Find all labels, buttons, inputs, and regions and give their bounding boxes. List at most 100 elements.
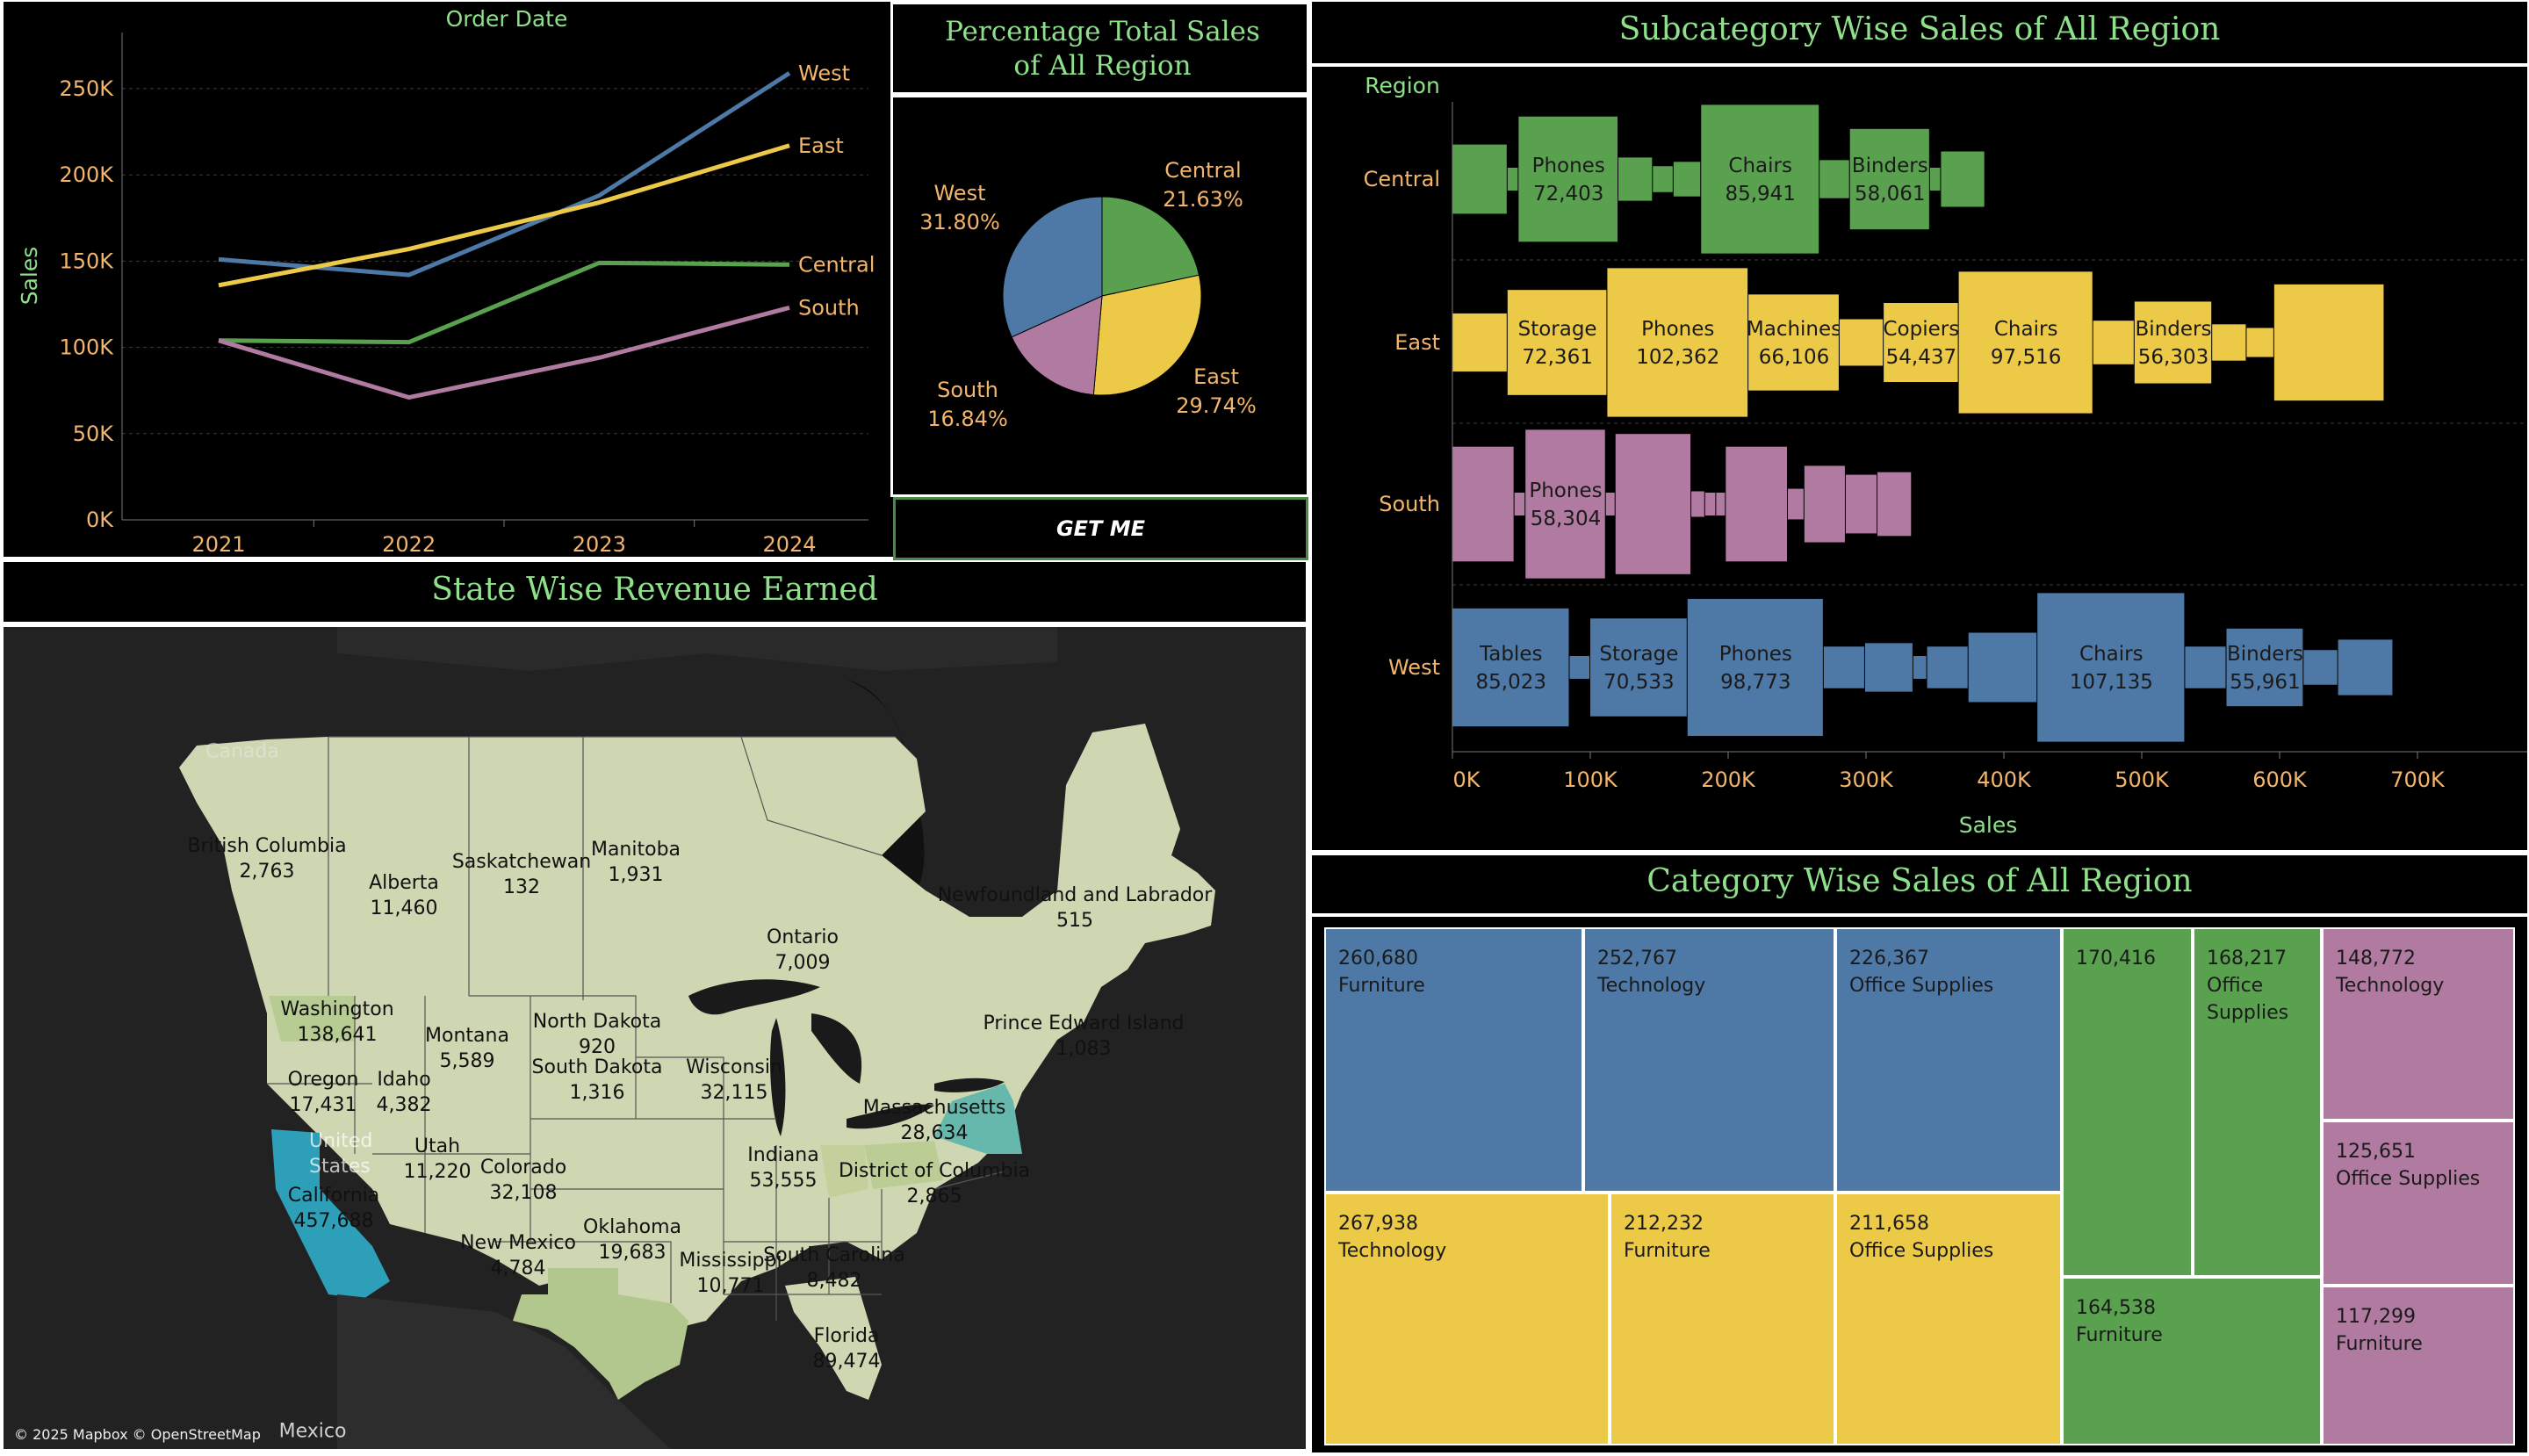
subcat-bar-segment[interactable]: [1452, 144, 1507, 214]
pie-slice-central[interactable]: [1101, 196, 1200, 297]
subcat-bar-segment[interactable]: [2303, 650, 2338, 685]
subcat-segment-label: Storage: [1518, 318, 1597, 341]
treemap-cell-value: 148,772: [2336, 948, 2416, 969]
subcat-bar-segment[interactable]: [1615, 434, 1691, 574]
subcat-bar-segment[interactable]: [1864, 643, 1913, 692]
map-label-oklahoma: Oklahoma 19,683: [583, 1215, 681, 1265]
treemap-cell-east-furniture[interactable]: 212,232 Furniture: [1610, 1193, 1835, 1445]
subcat-bar-segment[interactable]: [2185, 646, 2226, 688]
line-series-west[interactable]: [218, 71, 791, 278]
subcat-bar-segment[interactable]: [1819, 160, 1849, 198]
map-label-value: 2,865: [906, 1186, 962, 1207]
subcat-bar-segment[interactable]: [1653, 166, 1673, 192]
treemap-cell-category: Furniture: [1338, 975, 1425, 997]
subcat-bar-segment[interactable]: [1525, 429, 1605, 579]
subcat-bar-segment[interactable]: [1691, 491, 1704, 517]
line-chart-panel: Order Date Sales 0K 50K 100K 150K 200K 250K 20…: [4, 2, 893, 557]
pie-slice-west[interactable]: [1002, 196, 1103, 338]
map-label-value: 920: [578, 1036, 616, 1058]
subcat-bar-segment[interactable]: [1569, 656, 1590, 679]
map-label-british-columbia: British Columbia 2,763: [187, 833, 346, 884]
treemap-cell-south-furniture[interactable]: 117,299 Furniture: [2322, 1286, 2515, 1445]
subcat-bar-segment[interactable]: [1929, 168, 1941, 191]
treemap-cell-south-technology[interactable]: 148,772 Technology: [2322, 927, 2515, 1121]
treemap-cell-central-furniture[interactable]: 164,538 Furniture: [2062, 1277, 2322, 1445]
map-label-value: 457,688: [293, 1210, 374, 1232]
subcat-bar-segment[interactable]: [1716, 493, 1726, 515]
get-me-button[interactable]: GET ME: [893, 497, 1308, 560]
subcat-bar-segment[interactable]: [2273, 284, 2384, 401]
subcat-bar-segment[interactable]: [1673, 162, 1701, 197]
subcat-bar-segment[interactable]: [1618, 157, 1653, 201]
subcat-bar-segment[interactable]: [1958, 271, 2093, 414]
subcat-bar-segment[interactable]: [1701, 105, 1819, 254]
subcat-bar-segment[interactable]: [2212, 324, 2246, 361]
subcat-bar-segment[interactable]: [1968, 632, 2037, 703]
subcat-region-label: East: [1394, 330, 1440, 355]
treemap-cell-value: 211,658: [1849, 1213, 1929, 1235]
subcat-bar-segment[interactable]: [1787, 488, 1804, 520]
treemap-cell-category: Office Supplies: [2207, 975, 2289, 1024]
subcat-bar-segment[interactable]: [1507, 168, 1518, 191]
map-panel[interactable]: Canada United States Mexico British Colu…: [4, 627, 1306, 1449]
treemap-cell-value: 117,299: [2336, 1306, 2416, 1328]
subcat-bar-segment[interactable]: [1927, 646, 1968, 688]
pie-slice-east[interactable]: [1092, 274, 1202, 396]
subcat-bar-segment[interactable]: [1605, 493, 1615, 515]
map-label-mississippi: Mississippi 10,771: [679, 1248, 782, 1299]
treemap-cell-central-office-supplies[interactable]: 168,217 Office Supplies: [2193, 927, 2322, 1277]
subcat-bar-segment[interactable]: [1804, 465, 1845, 543]
treemap-cell-west-furniture[interactable]: 260,680 Furniture: [1324, 927, 1583, 1193]
map-title-panel: State Wise Revenue Earned: [4, 562, 1306, 622]
subcat-bar-segment[interactable]: [2338, 639, 2393, 696]
subcat-bar-segment[interactable]: [1726, 446, 1787, 562]
subcat-xtick-label: 500K: [2115, 768, 2170, 792]
subcat-bar-segment[interactable]: [1607, 268, 1748, 417]
treemap-cell-east-office-supplies[interactable]: 211,658 Office Supplies: [1835, 1193, 2062, 1445]
line-series-label: Central: [798, 252, 875, 277]
treemap-cell-west-office-supplies[interactable]: 226,367 Office Supplies: [1835, 927, 2062, 1193]
subcat-bar-segment[interactable]: [1913, 656, 1927, 679]
treemap-cell-west-technology[interactable]: 252,767 Technology: [1583, 927, 1835, 1193]
subcat-bar-segment[interactable]: [1452, 313, 1507, 372]
map-label-name: Manitoba: [590, 839, 681, 861]
subcat-bar-segment[interactable]: [1748, 294, 1839, 391]
subcat-bar-segment[interactable]: [2134, 301, 2212, 384]
subcat-bar-segment[interactable]: [1877, 472, 1912, 537]
subcat-bar-segment[interactable]: [1849, 128, 1929, 230]
subcat-bar-segment[interactable]: [1518, 116, 1618, 242]
subcat-bar-segment[interactable]: [1590, 618, 1687, 717]
pie-slice-south[interactable]: [1011, 295, 1103, 396]
map-attribution[interactable]: © 2025 Mapbox © OpenStreetMap: [14, 1426, 261, 1443]
subcat-bar-segment[interactable]: [1845, 474, 1877, 534]
pie-slice-name: West: [933, 181, 985, 205]
treemap-cell-south-office-supplies[interactable]: 125,651 Office Supplies: [2322, 1121, 2515, 1286]
arctic-dark: [337, 627, 1057, 671]
subcat-bar-segment[interactable]: [1839, 319, 1884, 366]
treemap-cell-east-technology[interactable]: 267,938 Technology: [1324, 1193, 1610, 1445]
line-ytick-label: 250K: [59, 76, 114, 101]
subcat-bar-segment[interactable]: [1884, 302, 1958, 383]
subcat-bar-segment[interactable]: [1452, 608, 1569, 727]
line-ytick-label: 100K: [59, 335, 114, 360]
map-label-value: 8,482: [806, 1270, 862, 1292]
subcat-bar-segment[interactable]: [2246, 328, 2273, 357]
line-series-central[interactable]: [218, 260, 790, 345]
subcat-bar-segment[interactable]: [2093, 321, 2134, 364]
subcat-bar-segment[interactable]: [1687, 598, 1823, 737]
pie-slice-name: East: [1193, 364, 1239, 389]
subcat-bar-segment[interactable]: [2226, 628, 2303, 707]
treemap-cell-central[interactable]: 170,416: [2062, 927, 2193, 1277]
subcat-bar-segment[interactable]: [1823, 646, 1864, 688]
subcat-bar-segment[interactable]: [2037, 593, 2185, 742]
map-label-alberta: Alberta 11,460: [369, 870, 439, 921]
subcat-bar-segment[interactable]: [1941, 151, 1985, 207]
line-series-east[interactable]: [218, 143, 790, 288]
subcat-bar-segment[interactable]: [1704, 493, 1716, 515]
subcat-bar-segment[interactable]: [1514, 493, 1525, 515]
map-label-name: Massachusetts: [862, 1097, 1006, 1119]
line-series-south[interactable]: [218, 305, 790, 400]
subcat-segment-value: 66,106: [1759, 346, 1829, 369]
subcat-bar-segment[interactable]: [1452, 446, 1514, 562]
subcat-bar-segment[interactable]: [1507, 290, 1607, 395]
